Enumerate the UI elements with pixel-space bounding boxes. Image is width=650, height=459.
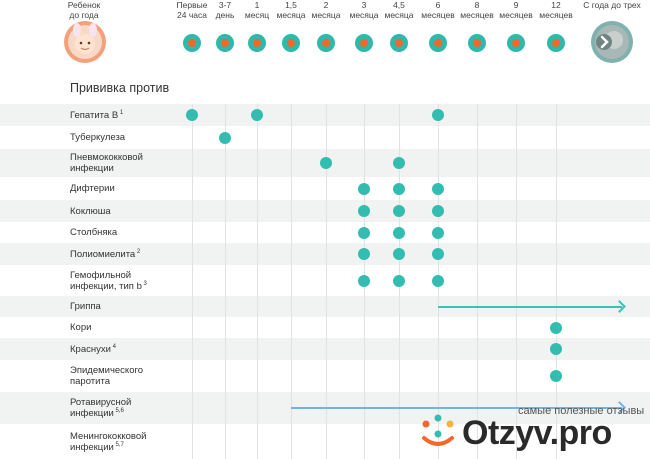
ongoing-vaccination-arrow <box>438 305 622 308</box>
schedule-row <box>0 338 650 360</box>
vaccination-dot[interactable] <box>320 157 332 169</box>
column-gridline <box>516 104 517 459</box>
vaccine-label: Краснухи 4 <box>70 343 116 355</box>
header-age-label: Первые 24 часа <box>176 0 208 20</box>
chevron-right-icon <box>600 35 609 49</box>
vaccine-label: Эпидемического паротита <box>70 365 144 387</box>
vaccine-label: Коклюша <box>70 205 111 217</box>
age-marker-dot[interactable] <box>390 34 408 52</box>
age-marker-dot[interactable] <box>507 34 525 52</box>
header-age-label: 3-7 день <box>215 0 235 20</box>
vaccine-label: Гриппа <box>70 301 101 312</box>
vaccination-dot[interactable] <box>393 274 405 287</box>
vaccine-label: Кори <box>70 322 92 333</box>
schedule-row <box>0 200 650 222</box>
vaccination-dot[interactable] <box>186 109 198 121</box>
vaccination-dot[interactable] <box>251 109 263 121</box>
column-gridline <box>192 104 193 459</box>
header-age-label: 4,5 месяца <box>384 0 414 20</box>
age-marker-dot[interactable] <box>547 34 565 52</box>
footnote-marker: 3 <box>141 280 147 287</box>
vaccine-label: Столбняка <box>70 227 118 238</box>
schedule-row <box>0 104 650 126</box>
header-age-label: 8 месяцев <box>460 0 494 20</box>
vaccination-dot[interactable] <box>393 226 405 239</box>
column-gridline <box>556 104 557 459</box>
ongoing-vaccination-arrow <box>291 407 622 409</box>
vaccine-label: Туберкулеза <box>70 132 126 143</box>
vaccination-dot[interactable] <box>432 248 444 260</box>
vaccine-label: Гемофильной инфекции, тип b 3 <box>70 269 147 292</box>
age-marker-dot[interactable] <box>248 34 266 52</box>
baby-avatar[interactable] <box>63 20 107 64</box>
vaccination-dot[interactable] <box>393 157 405 169</box>
vaccination-dot[interactable] <box>393 182 405 195</box>
vaccination-dot[interactable] <box>432 109 444 121</box>
age-marker-dot[interactable] <box>355 34 373 52</box>
column-gridline <box>291 104 292 459</box>
vaccination-dot[interactable] <box>358 226 370 239</box>
vaccination-dot[interactable] <box>550 321 562 334</box>
vaccine-label: Гепатита В 1 <box>70 109 124 121</box>
footnote-marker: 2 <box>135 248 141 255</box>
vaccination-dot[interactable] <box>550 370 562 382</box>
footnote-marker: 5,7 <box>113 441 124 448</box>
footnote-marker: 4 <box>110 343 116 350</box>
vaccine-label: Полиомиелита 2 <box>70 248 141 260</box>
age-marker-dot[interactable] <box>183 34 201 52</box>
age-marker-dot[interactable] <box>317 34 335 52</box>
vaccine-label: Ротавирусной инфекции 5,6 <box>70 397 132 419</box>
vaccination-dot[interactable] <box>358 274 370 287</box>
vaccine-label: Менингококковой инфекции 5,7 <box>70 430 147 453</box>
otzyv-logo-icon <box>422 414 454 446</box>
vaccination-dot[interactable] <box>432 182 444 195</box>
header-age-label: 12 месяцев <box>539 0 573 20</box>
footnote-marker: 5,6 <box>113 407 124 414</box>
schedule-row <box>0 243 650 265</box>
vaccination-dot[interactable] <box>358 205 370 217</box>
vaccination-dot[interactable] <box>432 205 444 217</box>
vaccine-label: Пневмококковой инфекции <box>70 152 143 174</box>
column-gridline <box>326 104 327 459</box>
toddler-avatar-next[interactable] <box>590 20 634 64</box>
vaccination-dot[interactable] <box>393 205 405 217</box>
watermark-logo[interactable]: Otzyv.pro <box>462 414 612 452</box>
vaccination-dot[interactable] <box>393 248 405 260</box>
age-marker-dot[interactable] <box>216 34 234 52</box>
vaccination-dot[interactable] <box>432 226 444 239</box>
header-age-label: 1,5 месяца <box>276 0 306 20</box>
footnote-marker: 1 <box>118 109 124 116</box>
header-age-label: 1 месяц <box>244 0 270 20</box>
header-age-label: 6 месяцев <box>421 0 455 20</box>
watermark-caption: самые полезные отзывы <box>518 405 645 417</box>
age-marker-dot[interactable] <box>429 34 447 52</box>
age-marker-dot[interactable] <box>282 34 300 52</box>
column-gridline <box>257 104 258 459</box>
header-age-label: 2 месяца <box>311 0 341 20</box>
vaccination-dot[interactable] <box>219 131 231 144</box>
vaccination-dot[interactable] <box>432 274 444 287</box>
vaccination-dot[interactable] <box>550 343 562 355</box>
header-age-label: 3 месяца <box>349 0 379 20</box>
schedule-row <box>0 296 650 317</box>
header-left-label: Ребенок до года <box>67 0 101 20</box>
age-marker-dot[interactable] <box>468 34 486 52</box>
section-title: Прививка против <box>70 81 170 95</box>
header-age-label: 9 месяцев <box>499 0 533 20</box>
column-gridline <box>225 104 226 459</box>
vaccination-dot[interactable] <box>358 248 370 260</box>
vaccine-label: Дифтерии <box>70 183 115 194</box>
header-right-label: С года до трех <box>583 0 641 10</box>
column-gridline <box>477 104 478 459</box>
vaccination-dot[interactable] <box>358 182 370 195</box>
